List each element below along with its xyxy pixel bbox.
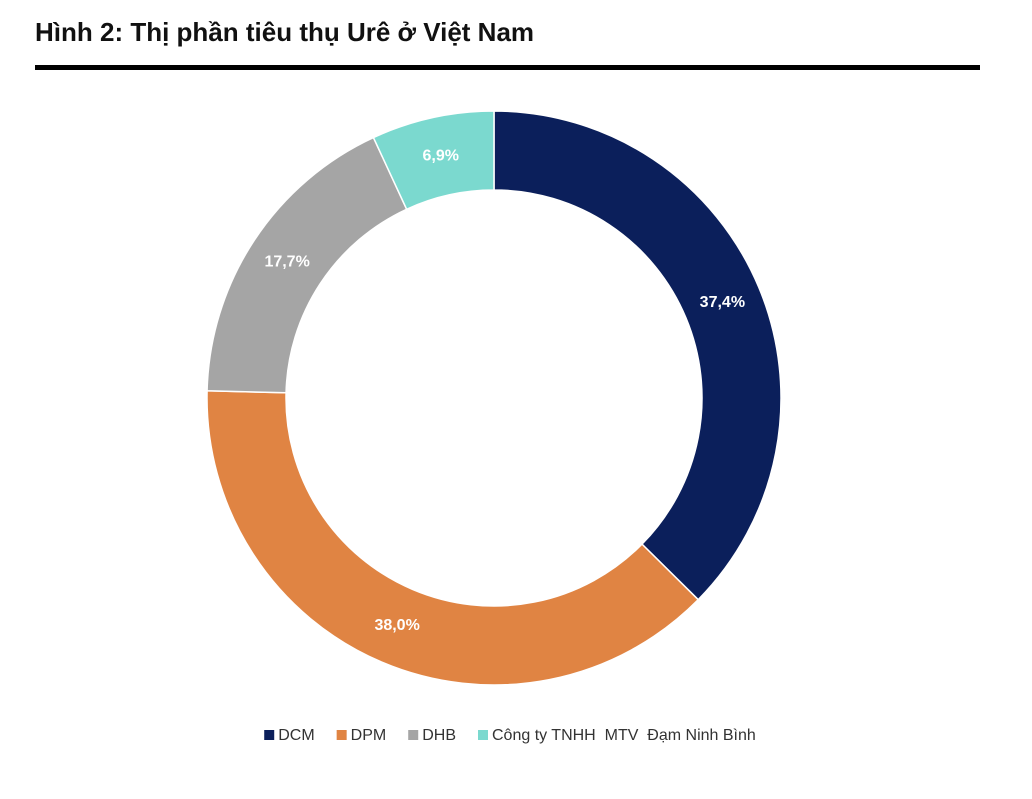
legend-swatch: [336, 730, 347, 740]
value-label: 17,7%: [264, 253, 309, 270]
legend-label: DHB: [422, 727, 456, 744]
legend-swatch: [478, 730, 488, 740]
donut-slice: [206, 390, 700, 686]
value-label: 38,0%: [374, 617, 419, 634]
legend-label: DCM: [278, 727, 314, 744]
legend-swatch: [264, 730, 275, 740]
legend-label: DPM: [351, 727, 387, 744]
value-label: 6,9%: [423, 148, 459, 165]
donut-slice: [493, 110, 782, 601]
title-rule: [35, 65, 980, 70]
legend-label: Công ty TNHH MTV Đạm Ninh Bình: [492, 727, 756, 744]
chart-title: Hình 2: Thị phần tiêu thụ Urê ở Việt Nam: [35, 17, 534, 47]
legend-swatch: [408, 730, 419, 740]
value-label: 37,4%: [700, 294, 745, 311]
donut-slice: [372, 110, 495, 211]
